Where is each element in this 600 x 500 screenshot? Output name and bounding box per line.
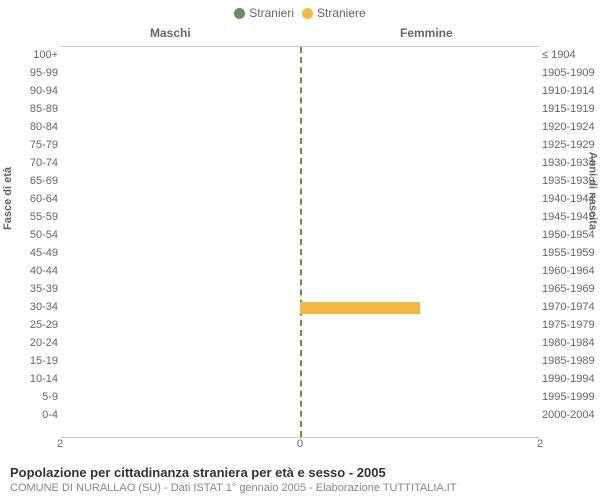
age-row xyxy=(60,227,540,245)
y-tick-age: 20-24 xyxy=(0,334,58,352)
y-tick-birth: 1965-1969 xyxy=(542,280,600,298)
y-tick-age: 75-79 xyxy=(0,136,58,154)
y-tick-birth: 1995-1999 xyxy=(542,388,600,406)
y-tick-birth: 1950-1954 xyxy=(542,226,600,244)
age-row xyxy=(60,101,540,119)
age-row xyxy=(60,281,540,299)
legend-label: Straniere xyxy=(317,6,366,20)
age-row xyxy=(60,65,540,83)
age-row xyxy=(60,353,540,371)
age-row xyxy=(60,263,540,281)
population-pyramid-chart: Stranieri Straniere Maschi Femmine Fasce… xyxy=(0,0,600,500)
legend-item-female: Straniere xyxy=(302,6,366,20)
y-tick-age: 100+ xyxy=(0,46,58,64)
y-tick-birth: 1980-1984 xyxy=(542,334,600,352)
y-tick-age: 50-54 xyxy=(0,226,58,244)
age-row xyxy=(60,299,540,317)
y-tick-age: 55-59 xyxy=(0,208,58,226)
y-tick-birth: ≤ 1904 xyxy=(542,46,600,64)
y-tick-birth: 1920-1924 xyxy=(542,118,600,136)
y-tick-birth: 1930-1934 xyxy=(542,154,600,172)
age-row xyxy=(60,389,540,407)
age-row xyxy=(60,83,540,101)
caption-subtitle: COMUNE DI NURALLAO (SU) - Dati ISTAT 1° … xyxy=(10,482,590,494)
caption: Popolazione per cittadinanza straniera p… xyxy=(10,465,590,494)
y-axis-birth: ≤ 19041905-19091910-19141915-19191920-19… xyxy=(542,46,600,436)
y-tick-age: 95-99 xyxy=(0,64,58,82)
age-row xyxy=(60,173,540,191)
y-tick-birth: 1905-1909 xyxy=(542,64,600,82)
age-row xyxy=(60,317,540,335)
age-row xyxy=(60,155,540,173)
age-row xyxy=(60,209,540,227)
y-tick-birth: 1910-1914 xyxy=(542,82,600,100)
age-row xyxy=(60,245,540,263)
legend-item-male: Stranieri xyxy=(234,6,294,20)
y-tick-age: 15-19 xyxy=(0,352,58,370)
y-tick-age: 85-89 xyxy=(0,100,58,118)
legend: Stranieri Straniere xyxy=(0,0,600,26)
y-axis-age: 100+95-9990-9485-8980-8475-7970-7465-696… xyxy=(0,46,58,436)
y-tick-birth: 1990-1994 xyxy=(542,370,600,388)
x-axis: 2 0 2 xyxy=(60,438,540,454)
age-row xyxy=(60,47,540,65)
y-tick-birth: 1940-1944 xyxy=(542,190,600,208)
y-tick-age: 90-94 xyxy=(0,82,58,100)
circle-icon xyxy=(234,8,245,19)
y-tick-age: 30-34 xyxy=(0,298,58,316)
y-tick-age: 70-74 xyxy=(0,154,58,172)
y-tick-birth: 1955-1959 xyxy=(542,244,600,262)
column-titles: Maschi Femmine xyxy=(0,26,600,44)
age-row xyxy=(60,335,540,353)
age-row xyxy=(60,191,540,209)
y-tick-birth: 1925-1929 xyxy=(542,136,600,154)
y-tick-age: 5-9 xyxy=(0,388,58,406)
y-tick-birth: 1985-1989 xyxy=(542,352,600,370)
legend-label: Stranieri xyxy=(249,6,294,20)
age-row xyxy=(60,119,540,137)
y-tick-age: 0-4 xyxy=(0,406,58,424)
circle-icon xyxy=(302,8,313,19)
y-tick-age: 10-14 xyxy=(0,370,58,388)
x-tick: 0 xyxy=(297,438,303,450)
column-title-male: Maschi xyxy=(150,26,191,40)
bar-female xyxy=(300,302,420,314)
y-tick-birth: 1915-1919 xyxy=(542,100,600,118)
y-tick-age: 25-29 xyxy=(0,316,58,334)
y-tick-age: 60-64 xyxy=(0,190,58,208)
y-tick-age: 65-69 xyxy=(0,172,58,190)
x-tick: 2 xyxy=(57,438,63,450)
caption-title: Popolazione per cittadinanza straniera p… xyxy=(10,465,590,480)
y-tick-age: 80-84 xyxy=(0,118,58,136)
y-tick-birth: 2000-2004 xyxy=(542,406,600,424)
y-tick-age: 35-39 xyxy=(0,280,58,298)
age-row xyxy=(60,371,540,389)
age-row xyxy=(60,137,540,155)
y-tick-birth: 1975-1979 xyxy=(542,316,600,334)
y-tick-birth: 1960-1964 xyxy=(542,262,600,280)
x-tick: 2 xyxy=(537,438,543,450)
age-row xyxy=(60,407,540,425)
column-title-female: Femmine xyxy=(400,26,453,40)
y-tick-age: 45-49 xyxy=(0,244,58,262)
y-tick-birth: 1970-1974 xyxy=(542,298,600,316)
y-tick-birth: 1935-1939 xyxy=(542,172,600,190)
plot-area xyxy=(60,46,540,438)
y-tick-birth: 1945-1949 xyxy=(542,208,600,226)
y-tick-age: 40-44 xyxy=(0,262,58,280)
